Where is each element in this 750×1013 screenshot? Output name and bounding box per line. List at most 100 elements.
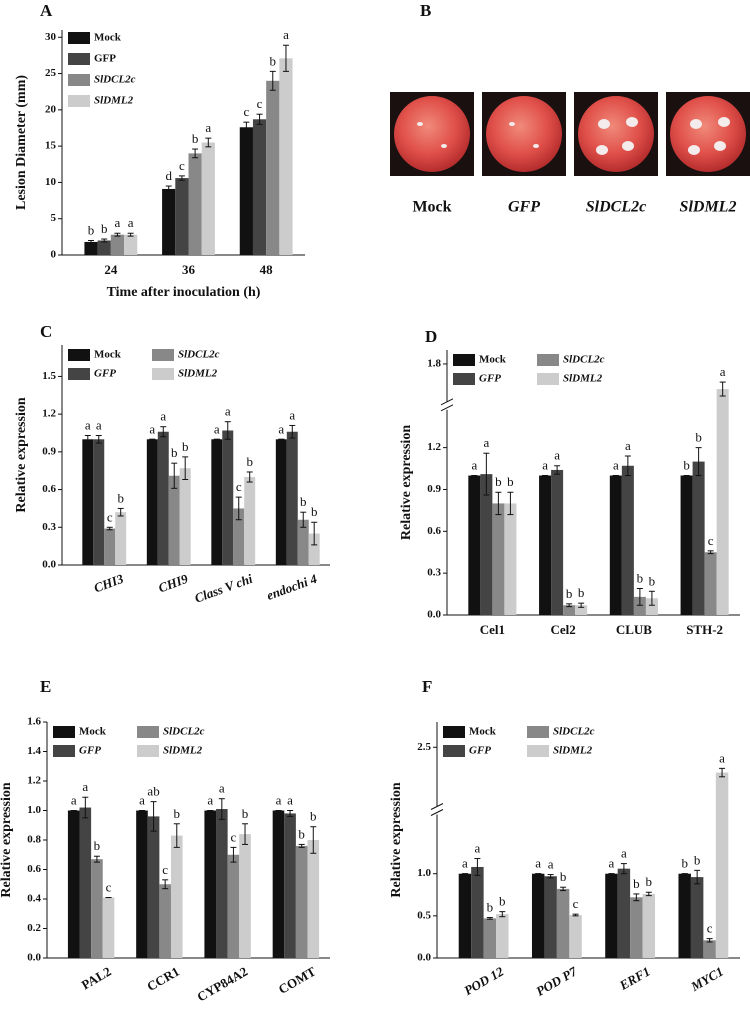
significance-letter: a (205, 120, 211, 135)
significance-letter: b (633, 876, 640, 891)
bar (188, 153, 202, 255)
bar (244, 477, 256, 565)
bar (563, 605, 576, 615)
axis-break (430, 803, 444, 810)
y-tick-label: 2.5 (417, 741, 431, 753)
x-tick-label: MYC1 (687, 964, 725, 995)
y-tick-label: 0.9 (427, 483, 441, 495)
significance-letter: c (231, 829, 237, 844)
bar (233, 508, 245, 565)
y-axis-label: Relative expression (389, 782, 404, 897)
tomato (394, 96, 470, 172)
x-tick-label: COMT (276, 963, 319, 996)
legend-swatch (137, 745, 159, 757)
significance-letter: b (117, 490, 124, 505)
bar (492, 503, 505, 615)
legend-label: SlDCL2c (94, 74, 136, 86)
bar (692, 461, 705, 615)
y-tick-label: 0.0 (427, 609, 441, 621)
bar (67, 810, 80, 958)
legend-label: SlDML2 (163, 745, 203, 757)
bar (275, 439, 287, 565)
legend-swatch (152, 368, 174, 380)
y-tick-label: 1.0 (27, 804, 41, 816)
bar (609, 475, 622, 615)
y-tick-label: 1.2 (27, 775, 41, 787)
x-axis-label: Time after inoculation (h) (107, 285, 261, 300)
y-tick-label: 25 (45, 67, 57, 79)
lesion (596, 145, 608, 155)
bar (471, 866, 484, 958)
panel-label: C (40, 322, 52, 341)
legend-label: SlDML2 (563, 373, 603, 385)
legend-label: SlDML2 (553, 745, 593, 757)
legend-label: Mock (469, 726, 497, 738)
bar (630, 897, 643, 958)
significance-letter: b (298, 826, 305, 841)
lesion (417, 122, 423, 126)
legend-label: SlDCL2c (563, 354, 605, 366)
image-label: GFP (508, 199, 540, 216)
y-axis-label: Relative expression (0, 782, 14, 897)
significance-letter: b (300, 494, 307, 509)
bar (84, 241, 98, 255)
bar (297, 519, 309, 565)
bar (79, 807, 92, 958)
significance-letter: a (71, 792, 77, 807)
significance-letter: c (708, 533, 714, 548)
x-tick-label: ERF1 (616, 964, 653, 994)
bar (168, 475, 180, 565)
y-tick-label: 0.8 (27, 834, 41, 846)
bar (239, 127, 253, 255)
legend-label: SlDCL2c (178, 349, 220, 361)
bar (102, 897, 115, 958)
bar (266, 80, 280, 255)
x-tick-label: CLUB (616, 622, 652, 637)
significance-letter: a (85, 417, 91, 432)
legend-label: Mock (94, 349, 122, 361)
legend-swatch (453, 373, 475, 385)
significance-letter: c (707, 921, 713, 936)
bar (480, 474, 493, 615)
x-tick-label: POD 12 (461, 963, 506, 998)
bar (468, 475, 481, 615)
bar (201, 142, 215, 255)
significance-letter: b (487, 900, 494, 915)
significance-letter: a (225, 404, 231, 419)
significance-letter: c (162, 862, 168, 877)
significance-letter: a (82, 779, 88, 794)
bar (496, 914, 509, 958)
bar (110, 234, 125, 255)
significance-letter: a (609, 856, 615, 871)
significance-letter: a (613, 458, 619, 473)
bar (690, 877, 704, 958)
significance-letter: b (495, 474, 502, 489)
x-tick-label: endochi 4 (265, 571, 320, 603)
legend-swatch (68, 53, 90, 65)
bar (307, 840, 320, 958)
legend-swatch (137, 726, 159, 738)
significance-letter: ab (147, 784, 159, 799)
lesion (714, 141, 726, 151)
legend-swatch (68, 74, 90, 86)
significance-letter: a (535, 856, 541, 871)
significance-letter: a (128, 215, 134, 230)
bar (556, 888, 570, 958)
bar (204, 810, 217, 958)
significance-letter: a (219, 781, 225, 796)
axis-break (440, 404, 454, 412)
y-tick-label: 0.6 (27, 863, 41, 875)
bar (91, 859, 103, 958)
bar (170, 835, 183, 958)
panel-label: F (422, 677, 432, 696)
bar (104, 528, 116, 565)
significance-letter: a (475, 841, 481, 856)
significance-letter: b (171, 445, 178, 460)
y-tick-label: 1.4 (27, 745, 41, 757)
significance-letter: c (107, 509, 113, 524)
bar (678, 873, 691, 958)
axis-break-gap (431, 806, 443, 815)
lesion (533, 144, 539, 148)
bar (295, 845, 308, 958)
